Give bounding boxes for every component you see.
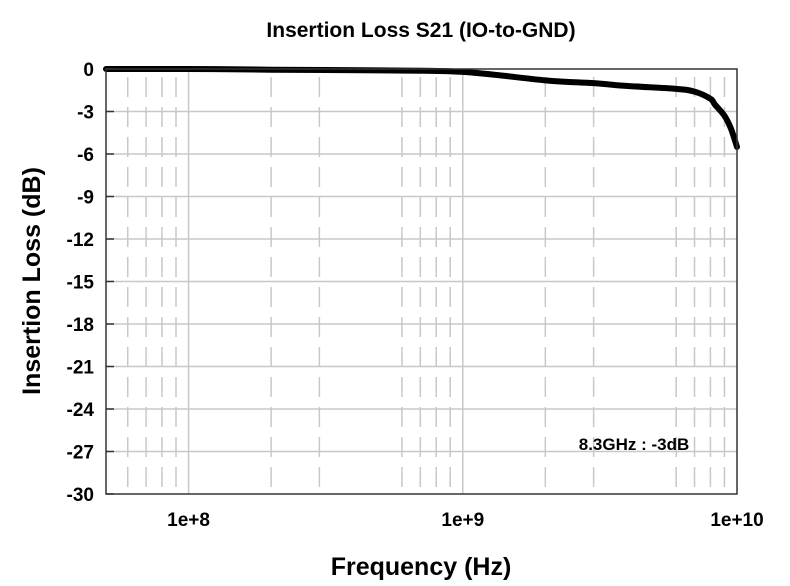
x-axis-label: Frequency (Hz) (331, 553, 512, 581)
y-tick-label: -6 (77, 145, 94, 166)
y-tick-label: -21 (67, 358, 95, 379)
y-tick-label: -30 (67, 485, 94, 506)
y-tick-label: -18 (67, 315, 94, 336)
x-tick-label: 1e+9 (441, 510, 484, 531)
y-tick-label: -3 (77, 103, 94, 124)
y-tick-label: -9 (77, 188, 94, 209)
y-axis-label: Insertion Loss (dB) (18, 167, 46, 395)
grid (106, 69, 737, 494)
series-path (103, 65, 740, 150)
x-tick-label: 1e+10 (710, 510, 763, 531)
series-line (103, 65, 740, 150)
y-ticks: 0 -3 -6 -9 -12 -15 -18 -21 -24 -27 -30 (67, 60, 114, 506)
y-tick-label: -15 (67, 273, 95, 294)
chart-title: Insertion Loss S21 (IO-to-GND) (266, 19, 575, 42)
y-tick-label: -12 (67, 230, 94, 251)
annotation: 8.3GHz : -3dB (579, 435, 690, 454)
x-ticks: 1e+8 1e+9 1e+10 (167, 510, 764, 531)
y-tick-label: -27 (67, 443, 94, 464)
y-tick-label: -24 (67, 400, 95, 421)
x-tick-label: 1e+8 (167, 510, 210, 531)
y-tick-label: 0 (83, 60, 94, 81)
